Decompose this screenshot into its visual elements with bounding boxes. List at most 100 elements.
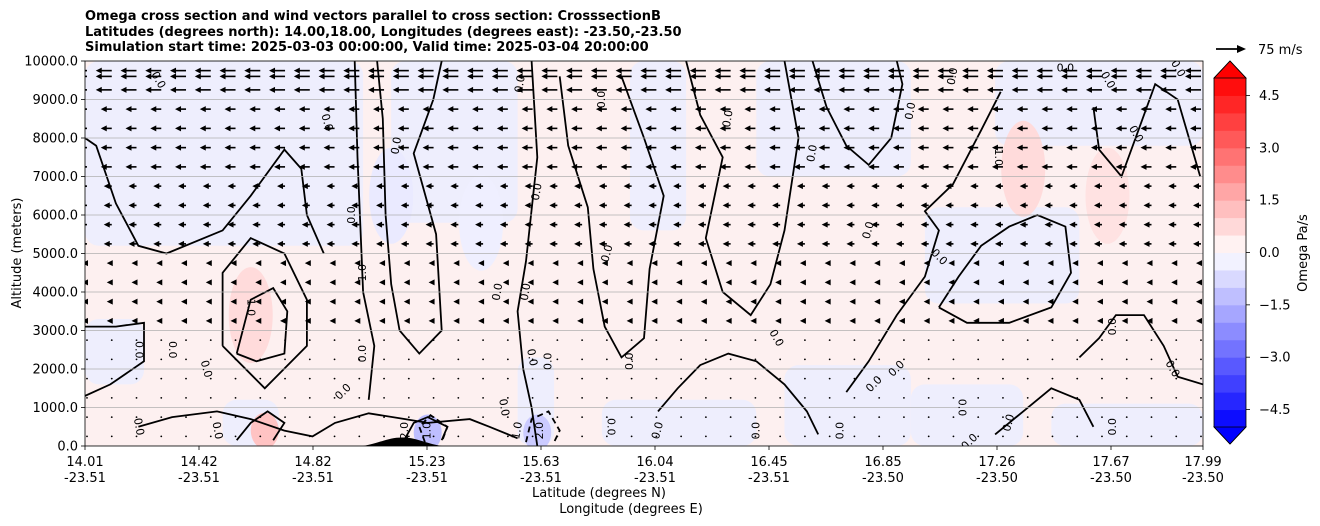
wind-vector-14-33-head xyxy=(892,163,899,170)
wind-vector-19-14-head xyxy=(417,67,424,74)
wind-vector-5-26 xyxy=(729,339,732,342)
wind-vector-4-23 xyxy=(655,358,658,361)
quiver-key-arrow-head xyxy=(1237,45,1246,53)
wind-vector-11-4-head xyxy=(178,221,185,228)
wind-vector-0-44 xyxy=(1175,435,1178,438)
wind-vector-15-2-head xyxy=(125,144,132,151)
wind-vector-2-5 xyxy=(209,396,212,399)
wind-vector-19-11-head xyxy=(343,67,350,74)
contour-label-44: 0.0 xyxy=(1057,62,1075,75)
wind-vector-14-29-head xyxy=(793,163,800,170)
wind-vector-2-42 xyxy=(1125,396,1128,399)
wind-vector-20-39-head xyxy=(1036,73,1043,80)
wind-vector-14-27-head xyxy=(744,163,751,170)
wind-vector-7-33-head xyxy=(898,298,905,305)
wind-vector-13-3-head xyxy=(153,183,160,190)
negative-region-6 xyxy=(784,365,911,446)
wind-vector-2-9 xyxy=(308,396,311,399)
wind-vector-0-32 xyxy=(878,435,881,438)
wind-vector-9-17-head xyxy=(502,260,509,267)
wind-vector-4-9 xyxy=(308,358,311,361)
wind-vector-7-5-head xyxy=(205,298,212,305)
wind-vector-0-45 xyxy=(1200,435,1202,438)
wind-vector-19-17-head xyxy=(491,67,498,74)
wind-vector-9-44-head xyxy=(1171,260,1178,267)
wind-vector-18-15-head xyxy=(442,86,449,93)
wind-vector-0-8 xyxy=(284,435,286,438)
wind-vector-12-15-head xyxy=(450,202,457,209)
x-tick-lon-label-9: -23.50 xyxy=(1090,471,1132,486)
wind-vector-4-1 xyxy=(110,358,113,361)
wind-vector-7-31-head xyxy=(849,298,856,305)
wind-vector-10-33-head xyxy=(895,240,902,247)
wind-vector-5-42 xyxy=(1125,339,1128,342)
wind-vector-18-45-head xyxy=(1185,86,1191,93)
wind-vector-5-11 xyxy=(358,339,361,342)
wind-vector-2-11 xyxy=(358,396,361,399)
wind-vector-1-45 xyxy=(1200,416,1202,419)
wind-vector-10-4-head xyxy=(178,240,185,247)
wind-vector-5-6 xyxy=(234,339,237,342)
wind-vector-13-22-head xyxy=(623,183,630,190)
negative-region-12 xyxy=(629,61,687,231)
wind-vector-1-10 xyxy=(333,416,336,419)
wind-vector-19-21-head xyxy=(590,67,597,74)
wind-vector-16-1-head xyxy=(100,125,107,132)
colorbar-segment-5 xyxy=(1214,322,1246,341)
wind-vector-13-18-head xyxy=(524,183,531,190)
wind-vector-5-12 xyxy=(383,339,385,342)
wind-vector-4-40 xyxy=(1076,358,1079,361)
wind-vector-14-11-head xyxy=(348,163,355,170)
wind-vector-10-23-head xyxy=(648,240,655,247)
wind-vector-5-30 xyxy=(828,339,831,342)
wind-vector-19-30-head xyxy=(813,67,820,74)
wind-vector-14-24-head xyxy=(670,163,677,170)
y-tick-label-9: 9000.0 xyxy=(33,93,79,108)
wind-vector-2-12 xyxy=(383,396,385,399)
colorbar-segment-9 xyxy=(1214,252,1246,271)
wind-vector-13-42-head xyxy=(1118,183,1125,190)
wind-vector-19-3-head xyxy=(145,67,152,74)
colorbar-segment-18 xyxy=(1214,95,1246,114)
wind-vector-8-3-head xyxy=(156,279,163,286)
wind-vector-0-38 xyxy=(1026,435,1029,438)
wind-vector-0-9 xyxy=(308,435,311,438)
wind-vector-4-42 xyxy=(1125,358,1128,361)
wind-vector-17-45-head xyxy=(1190,106,1196,113)
wind-vector-17-15-head xyxy=(447,106,454,113)
wind-vector-16-34-head xyxy=(917,125,924,132)
contour-label-43: 0.0 xyxy=(1000,413,1017,433)
wind-vector-1-7 xyxy=(259,416,262,419)
wind-vector-4-37 xyxy=(1002,358,1004,361)
wind-vector-19-27-head xyxy=(739,67,746,74)
wind-vector-5-31 xyxy=(853,339,856,342)
wind-vector-2-18 xyxy=(531,396,534,399)
wind-vector-2-33 xyxy=(903,396,905,399)
wind-vector-18-34-head xyxy=(912,86,919,93)
wind-vector-7-39-head xyxy=(1047,298,1054,305)
wind-vector-17-19-head xyxy=(546,106,553,113)
wind-vector-11-3-head xyxy=(153,221,160,228)
wind-vector-3-30 xyxy=(828,377,831,380)
wind-vector-5-9 xyxy=(308,339,311,342)
contour-labels: 0.00.0 0.00.01.00.0 0.00.00.00.01.00.00.02… xyxy=(131,61,1188,446)
wind-vector-6-3-head xyxy=(156,317,163,324)
wind-vector-0-7 xyxy=(259,435,262,438)
wind-vector-5-0 xyxy=(86,339,88,342)
wind-vector-9-28-head xyxy=(775,260,782,267)
wind-vector-9-45-head xyxy=(1196,260,1202,267)
x-tick-lon-label-2: -23.51 xyxy=(292,471,334,486)
wind-vector-11-22-head xyxy=(623,221,630,228)
wind-vector-0-1 xyxy=(110,435,113,438)
wind-vector-17-43-head xyxy=(1140,106,1147,113)
wind-vector-15-42-head xyxy=(1115,144,1122,151)
wind-vector-8-32-head xyxy=(874,279,881,286)
y-tick-label-7: 7000.0 xyxy=(33,170,79,185)
wind-vector-20-42-head xyxy=(1110,73,1117,80)
wind-vector-15-44-head xyxy=(1165,144,1172,151)
wind-vector-5-45 xyxy=(1200,339,1202,342)
wind-vector-7-3-head xyxy=(156,298,163,305)
colorbar-segment-13 xyxy=(1214,182,1246,201)
wind-vector-12-33-head xyxy=(895,202,902,209)
wind-vector-11-33-head xyxy=(895,221,902,228)
